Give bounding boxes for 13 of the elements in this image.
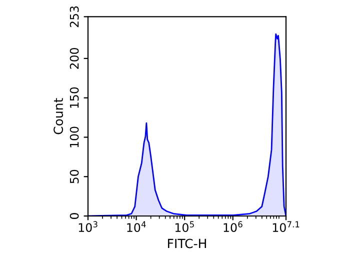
x-tick-label: 10$^{3}$ [78, 221, 98, 232]
y-tick-label: 0 [70, 213, 79, 219]
x-tick-label: 10$^{4}$ [127, 221, 146, 232]
x-tick-label: 10$^{5}$ [175, 221, 194, 232]
y-tick-label: 150 [70, 87, 79, 108]
y-tick-label: 200 [70, 48, 79, 69]
x-tick-label: 10$^{6}$ [224, 221, 242, 232]
x-tick-label: 10$^{7.1}$ [272, 221, 300, 232]
y-tick-label: 100 [70, 126, 79, 148]
x-axis-title: FITC-H [168, 238, 206, 248]
y-tick-label: 253 [70, 6, 79, 28]
y-axis-title: Count [54, 98, 64, 134]
y-tick-label: 50 [70, 170, 79, 184]
